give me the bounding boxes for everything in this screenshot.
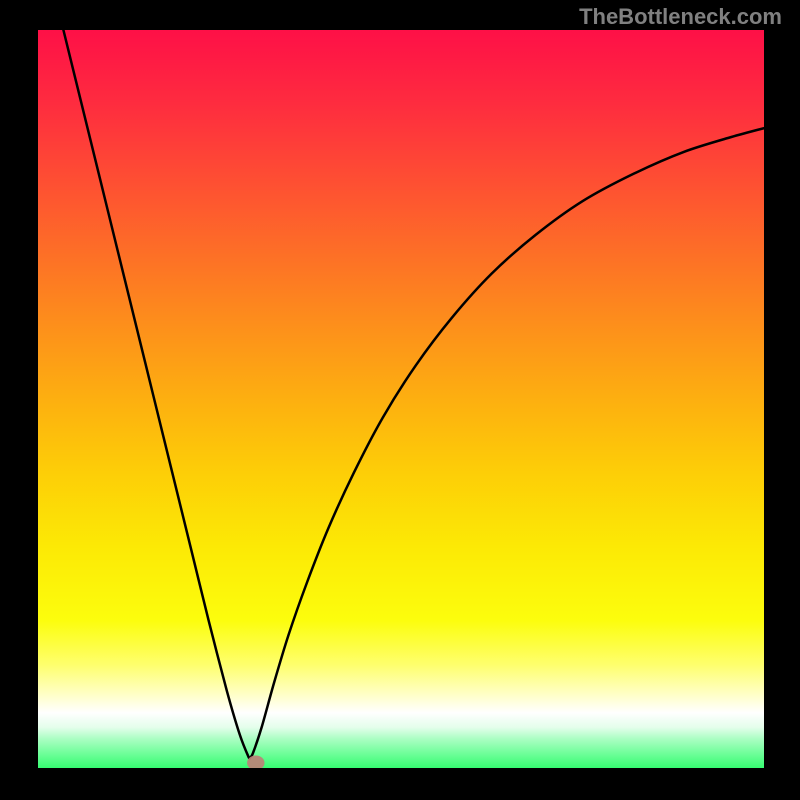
- plot-svg: [38, 30, 764, 768]
- gradient-background-rect: [38, 30, 764, 768]
- plot-area: [38, 30, 764, 768]
- watermark-text: TheBottleneck.com: [579, 4, 782, 30]
- chart-container: TheBottleneck.com: [0, 0, 800, 800]
